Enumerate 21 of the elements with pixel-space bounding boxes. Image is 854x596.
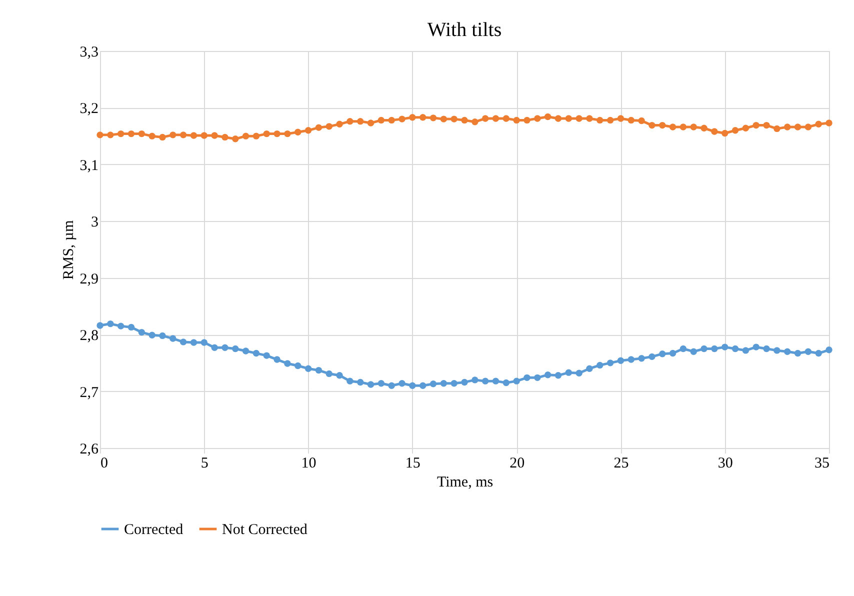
legend-label: Not Corrected [222, 522, 308, 538]
x-tick-label: 20 [510, 456, 525, 472]
x-tick-label: 15 [405, 456, 420, 472]
y-tick-label: 2,7 [80, 384, 99, 401]
y-tick-label: 3,2 [80, 101, 98, 118]
y-tick-label: 3 [91, 214, 98, 231]
y-tick-label: 2,9 [80, 271, 98, 288]
x-tick-label: 30 [718, 456, 733, 472]
x-tick-label: 0 [100, 456, 108, 472]
legend-label: Corrected [124, 522, 184, 538]
x-axis-title: Time, ms [436, 474, 494, 490]
x-tick-label: 5 [200, 456, 208, 472]
chart-title: With tilts [427, 19, 502, 41]
x-tick-label: 10 [301, 456, 316, 472]
y-tick-label: 2,8 [80, 328, 98, 344]
x-tick-label: 25 [614, 456, 629, 472]
y-axis-title: RMS, µm [60, 220, 77, 280]
y-tick-label: 3,1 [80, 158, 98, 174]
x-tick-label: 35 [814, 456, 830, 472]
y-tick-label: 2,6 [80, 442, 99, 458]
y-tick-label: 3,3 [80, 44, 98, 60]
